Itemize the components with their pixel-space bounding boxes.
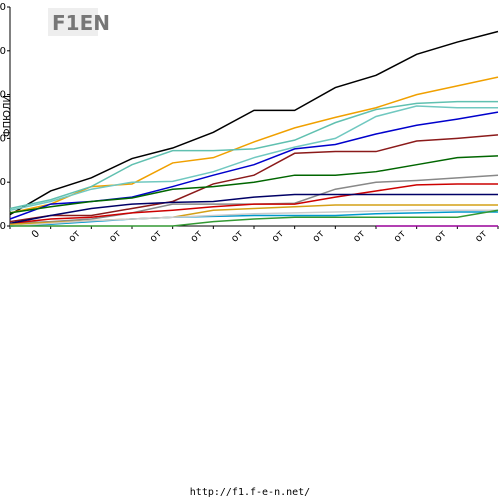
series-line — [9, 100, 498, 210]
series-line — [10, 209, 499, 227]
x-tick-label: 0 — [30, 228, 42, 240]
y-tick-label: 200 — [0, 46, 6, 57]
series-line — [9, 76, 499, 214]
logo: F1EN — [52, 11, 110, 35]
logo-bg — [48, 8, 98, 36]
x-tick-label: от — [67, 228, 83, 244]
x-tick-label: от — [351, 228, 367, 244]
series-line — [9, 193, 498, 225]
series-line — [9, 211, 498, 227]
series-line — [9, 209, 498, 227]
y-tick-label: 250 — [0, 2, 6, 13]
x-tick-label: от — [311, 228, 327, 244]
y-tick-label: 150 — [0, 90, 6, 101]
y-tick-label: 50 — [0, 177, 6, 188]
x-tick-label: от — [473, 228, 489, 244]
x-tick-label: от — [229, 228, 245, 244]
series-line — [9, 134, 499, 223]
x-tick-label: от — [189, 228, 205, 244]
series-line — [9, 155, 499, 214]
y-tick-label: 100 — [0, 133, 6, 144]
series-line — [9, 105, 498, 211]
series-line — [9, 30, 499, 216]
x-tick-label: от — [148, 228, 164, 244]
y-axis-label: ФПЮЛИ — [2, 95, 13, 137]
x-tick-label: от — [433, 228, 449, 244]
x-tick-label: от — [107, 228, 123, 244]
x-tick-label: от — [270, 228, 286, 244]
series-line — [9, 183, 498, 225]
footer: http://f1.f-e-n.net/ — [190, 487, 310, 498]
x-tick-label: от — [392, 228, 408, 244]
y-tick-label: 0 — [0, 221, 6, 232]
